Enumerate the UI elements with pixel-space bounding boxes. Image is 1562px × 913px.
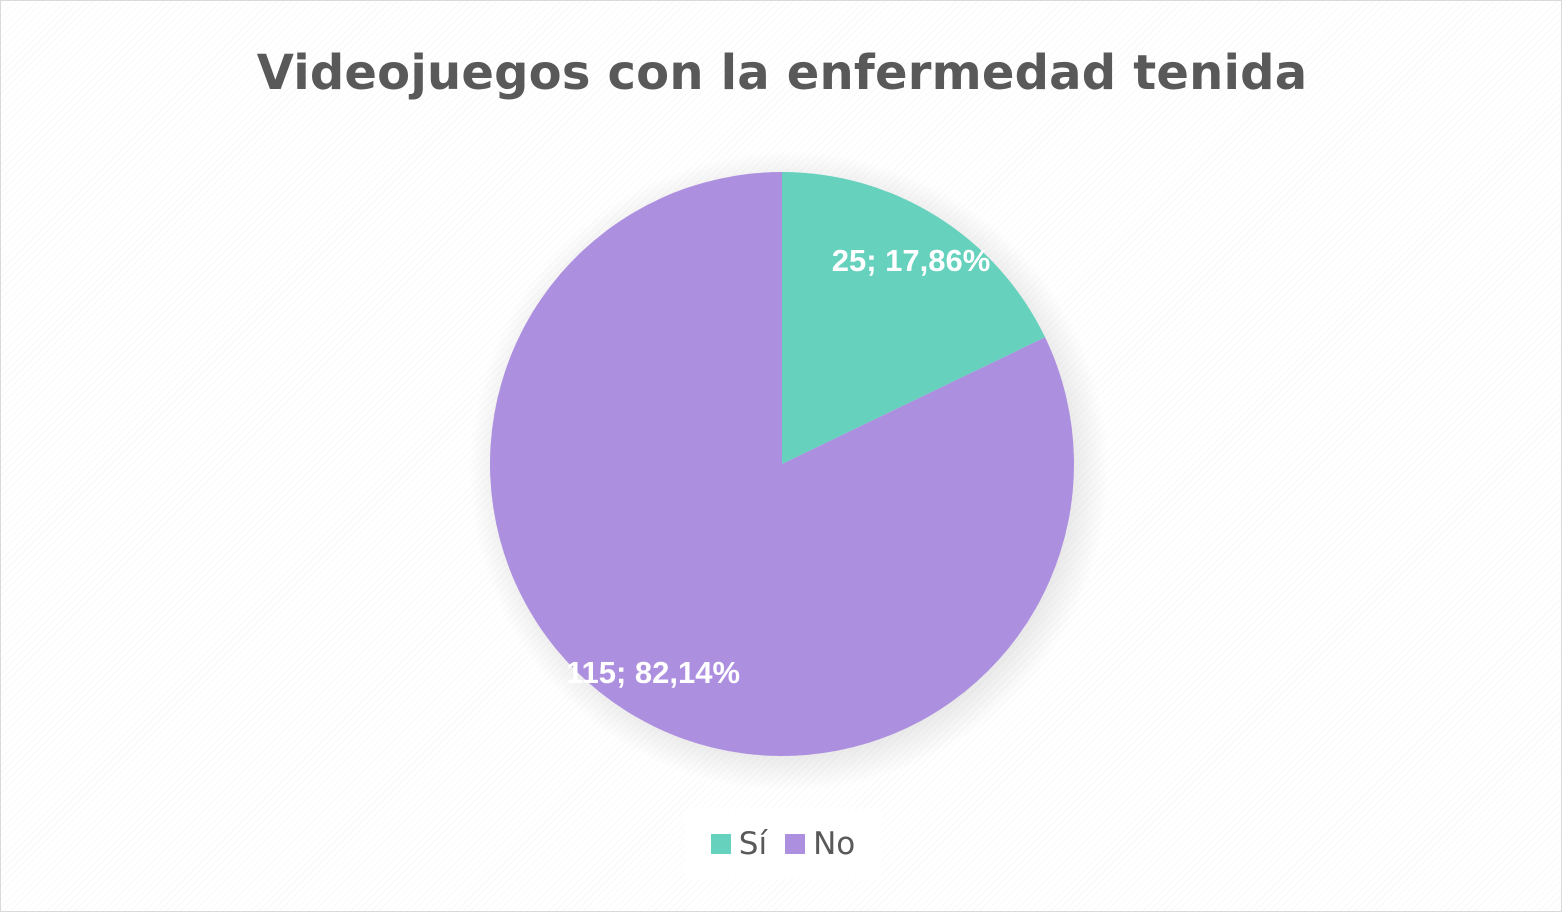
data-label-no: 115; 82,14% [566, 655, 740, 690]
legend-swatch-no [785, 834, 806, 854]
data-label-si: 25; 17,86% [832, 243, 991, 278]
pie-data-labels: 25; 17,86% 115; 82,14% [566, 243, 990, 690]
pie-slice-no [490, 172, 1074, 756]
legend: Sí No [685, 809, 881, 879]
pie-slice-si [782, 172, 1046, 464]
pie-slices [490, 172, 1074, 756]
legend-item-si: Sí [710, 826, 768, 862]
legend-label-no: No [813, 826, 856, 862]
chart-title: Videojuegos con la enfermedad tenida [256, 45, 1308, 101]
legend-swatch-si [710, 834, 731, 854]
legend-label-si: Sí [738, 826, 768, 862]
legend-item-no: No [785, 826, 855, 862]
